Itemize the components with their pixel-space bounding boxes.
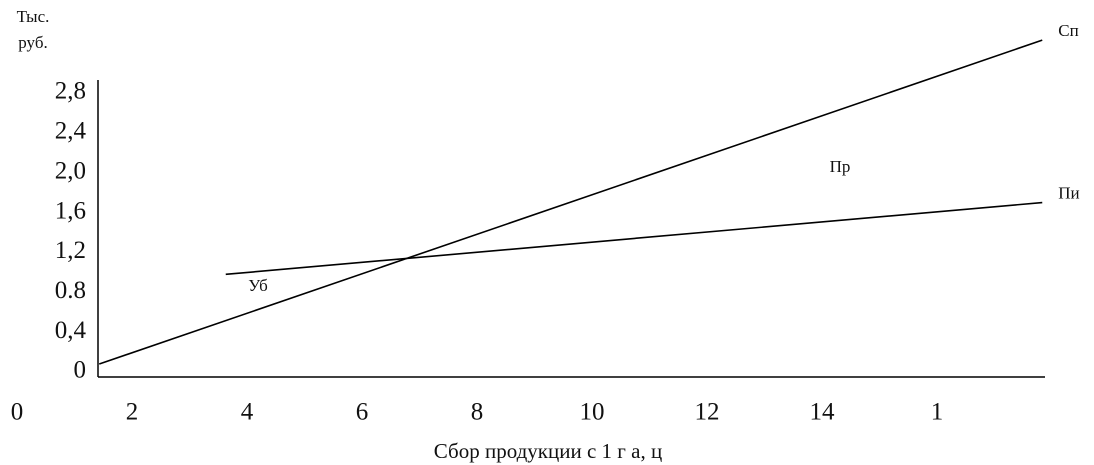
y-tick-label: 1,2 (55, 237, 86, 264)
x-tick-label: 10 (580, 399, 605, 426)
x-axis-label: Сбор продукции с 1 г а, ц (434, 439, 662, 463)
y-tick-label: 2,4 (55, 118, 87, 145)
series-label: Пи (1058, 183, 1079, 202)
annotation: Пр (830, 157, 851, 176)
y-axis-label: руб. (18, 33, 47, 52)
x-tick-label: 12 (695, 399, 720, 426)
y-tick-label: 2,8 (55, 78, 86, 105)
x-tick-label: 0 (11, 399, 24, 426)
y-tick-label: 0.8 (55, 277, 86, 304)
annotation: Уб (248, 276, 268, 295)
series-line (225, 201, 1043, 276)
x-tick-label: 2 (126, 399, 139, 426)
y-tick-label: 0,4 (55, 317, 87, 344)
x-tick-label: 8 (471, 399, 484, 426)
x-tick-label: 14 (810, 399, 836, 426)
y-tick-label: 0 (74, 357, 87, 384)
series-label: Сп (1058, 21, 1078, 40)
series-line (98, 39, 1043, 365)
x-tick-label: 4 (241, 399, 254, 426)
y-axis-label: Тыс. (17, 7, 50, 26)
x-tick-label: 6 (356, 399, 369, 426)
y-tick-label: 1,6 (55, 197, 86, 224)
y-tick-label: 2,0 (55, 157, 86, 184)
x-tick-label: 1 (931, 399, 944, 426)
